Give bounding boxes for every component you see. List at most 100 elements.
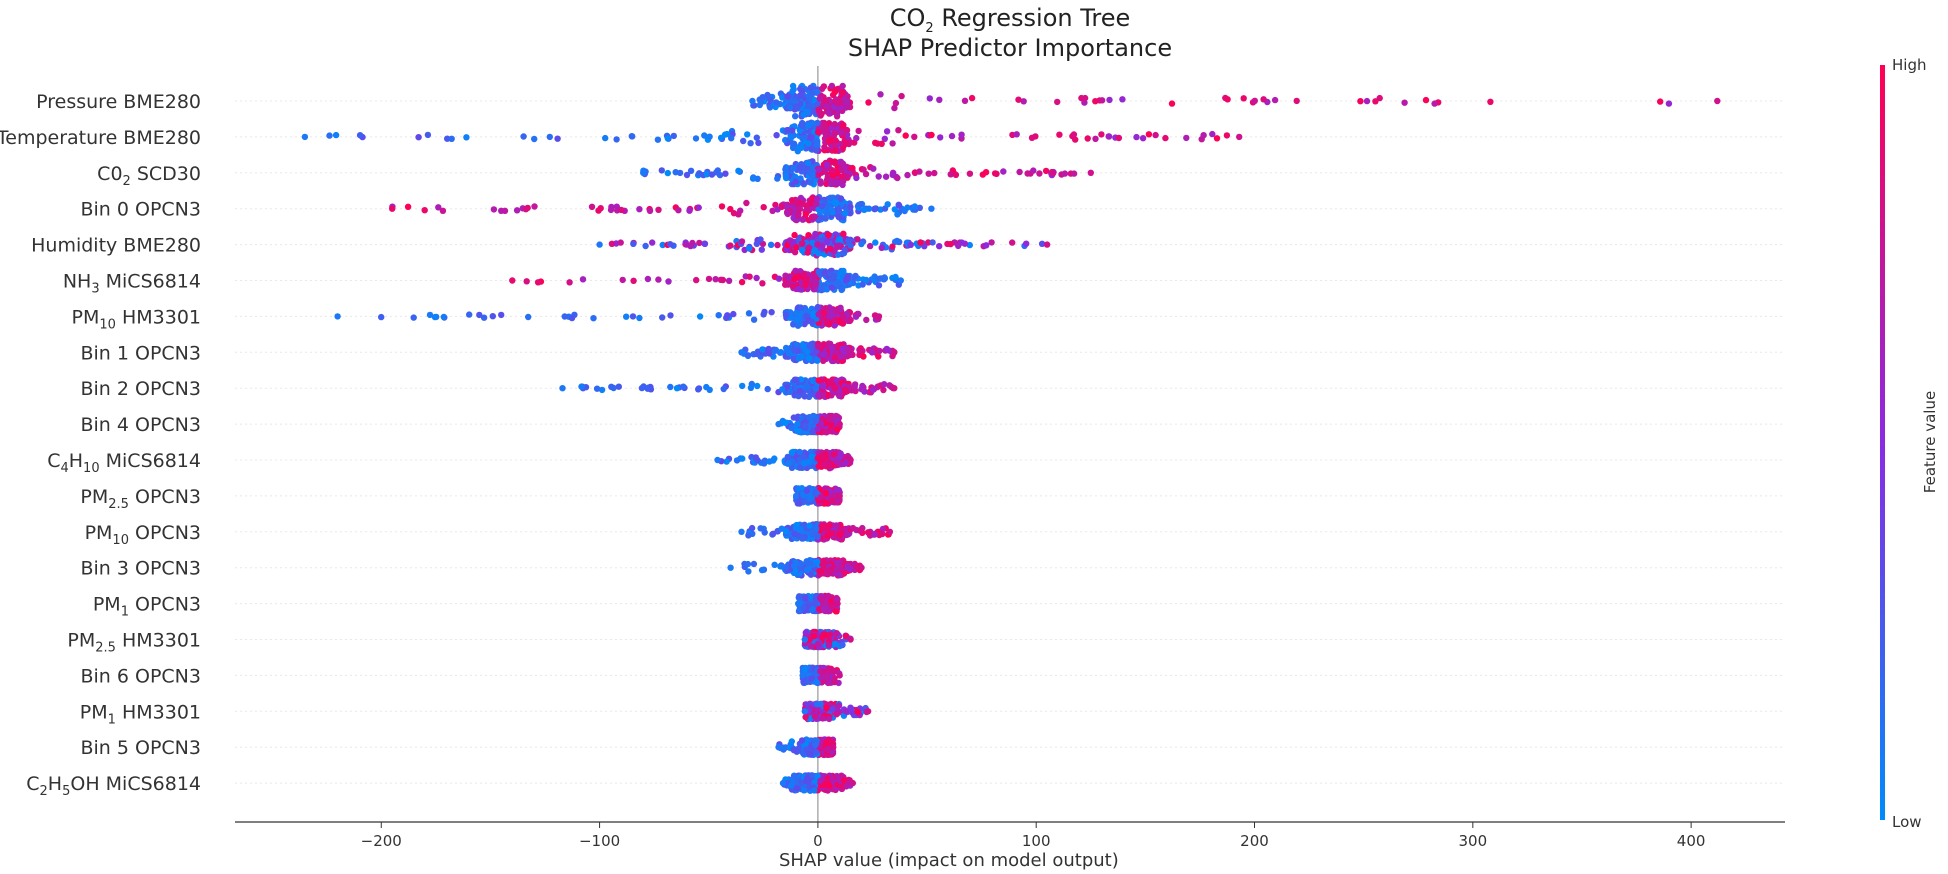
shap-point: [675, 207, 682, 214]
shap-point: [1098, 97, 1106, 104]
shap-point: [642, 242, 649, 250]
shap-point-min: [727, 564, 734, 571]
shap-point: [728, 135, 735, 142]
shap-point: [837, 129, 845, 136]
shap-point: [892, 273, 899, 281]
shap-point: [955, 242, 962, 250]
shap-point: [745, 532, 752, 539]
shap-point: [767, 241, 775, 248]
shap-point: [769, 530, 777, 537]
shap-point: [739, 382, 746, 390]
shap-point: [706, 386, 713, 393]
shap-point: [837, 236, 844, 243]
shap-point: [858, 386, 865, 393]
shap-point: [846, 351, 854, 359]
shap-point: [638, 384, 646, 392]
shap-point: [895, 202, 903, 209]
shap-point: [917, 239, 924, 246]
shap-point: [788, 424, 795, 431]
shap-point: [823, 704, 830, 711]
shap-point: [833, 377, 840, 384]
shap-point: [815, 463, 822, 470]
shap-point: [894, 174, 901, 182]
shap-point: [855, 310, 862, 318]
shap-point: [968, 94, 976, 102]
shap-point: [818, 285, 825, 292]
shap-point: [701, 132, 708, 139]
shap-point: [907, 241, 914, 248]
shap-point: [1224, 96, 1231, 103]
shap-point: [766, 104, 774, 111]
shap-point: [855, 127, 862, 135]
shap-point: [439, 207, 447, 214]
shap-point: [880, 381, 888, 388]
shap-point: [871, 531, 878, 538]
shap-point: [727, 205, 734, 213]
shap-point: [901, 207, 908, 215]
shap-point: [1015, 96, 1022, 103]
shap-point: [837, 195, 845, 202]
shap-point: [793, 341, 800, 349]
shap-point: [859, 281, 866, 288]
shap-point: [803, 487, 811, 495]
shap-point: [813, 417, 820, 425]
shap-point: [1145, 131, 1153, 138]
shap-point: [895, 127, 902, 134]
shap-point: [686, 207, 693, 214]
shap-point: [1363, 97, 1371, 105]
shap-point: [800, 271, 808, 278]
shap-point: [670, 132, 677, 140]
shap-point: [444, 135, 451, 142]
shap-point: [490, 206, 498, 213]
shap-point: [743, 199, 750, 207]
shap-point: [753, 134, 760, 141]
shap-point: [1036, 170, 1043, 177]
shap-point: [834, 179, 842, 186]
shap-point: [892, 99, 900, 107]
shap-point: [448, 135, 455, 142]
shap-point: [823, 673, 831, 681]
shap-point: [525, 313, 532, 321]
shap-point: [1013, 131, 1020, 138]
shap-point: [817, 178, 824, 185]
shap-point: [881, 135, 888, 142]
shap-point: [804, 121, 811, 128]
shap-point: [829, 167, 836, 174]
shap-point: [636, 206, 643, 213]
shap-point: [1024, 170, 1031, 177]
shap-point: [936, 243, 943, 250]
shap-point: [839, 345, 846, 352]
shap-point: [718, 203, 726, 210]
shap-point: [723, 458, 730, 465]
shap-point: [866, 242, 874, 250]
shap-point: [782, 344, 790, 352]
shap-point: [531, 135, 538, 143]
shap-point: [757, 236, 764, 243]
shap-point: [828, 137, 835, 144]
shap-point-max: [928, 205, 935, 212]
shap-point: [774, 241, 781, 249]
shap-point: [948, 132, 956, 140]
shap-point: [815, 166, 823, 174]
shap-point: [802, 211, 809, 218]
shap-point: [902, 132, 909, 139]
shap-point: [595, 207, 602, 214]
shap-point-min: [640, 169, 647, 176]
shap-point: [683, 171, 691, 179]
shap-point: [534, 279, 542, 286]
shap-point: [861, 206, 868, 213]
shap-point: [1240, 95, 1247, 102]
shap-point: [843, 131, 851, 138]
shap-point: [865, 99, 872, 106]
shap-point: [817, 494, 824, 501]
shap-point: [769, 207, 776, 214]
shap-point: [827, 194, 834, 201]
shap-point: [795, 427, 802, 435]
shap-point: [722, 170, 729, 177]
shap-point: [798, 240, 806, 247]
shap-point: [825, 231, 832, 238]
shap-point: [1487, 98, 1494, 106]
shap-point: [654, 136, 662, 143]
shap-point: [801, 460, 808, 467]
shap-point: [821, 122, 828, 129]
